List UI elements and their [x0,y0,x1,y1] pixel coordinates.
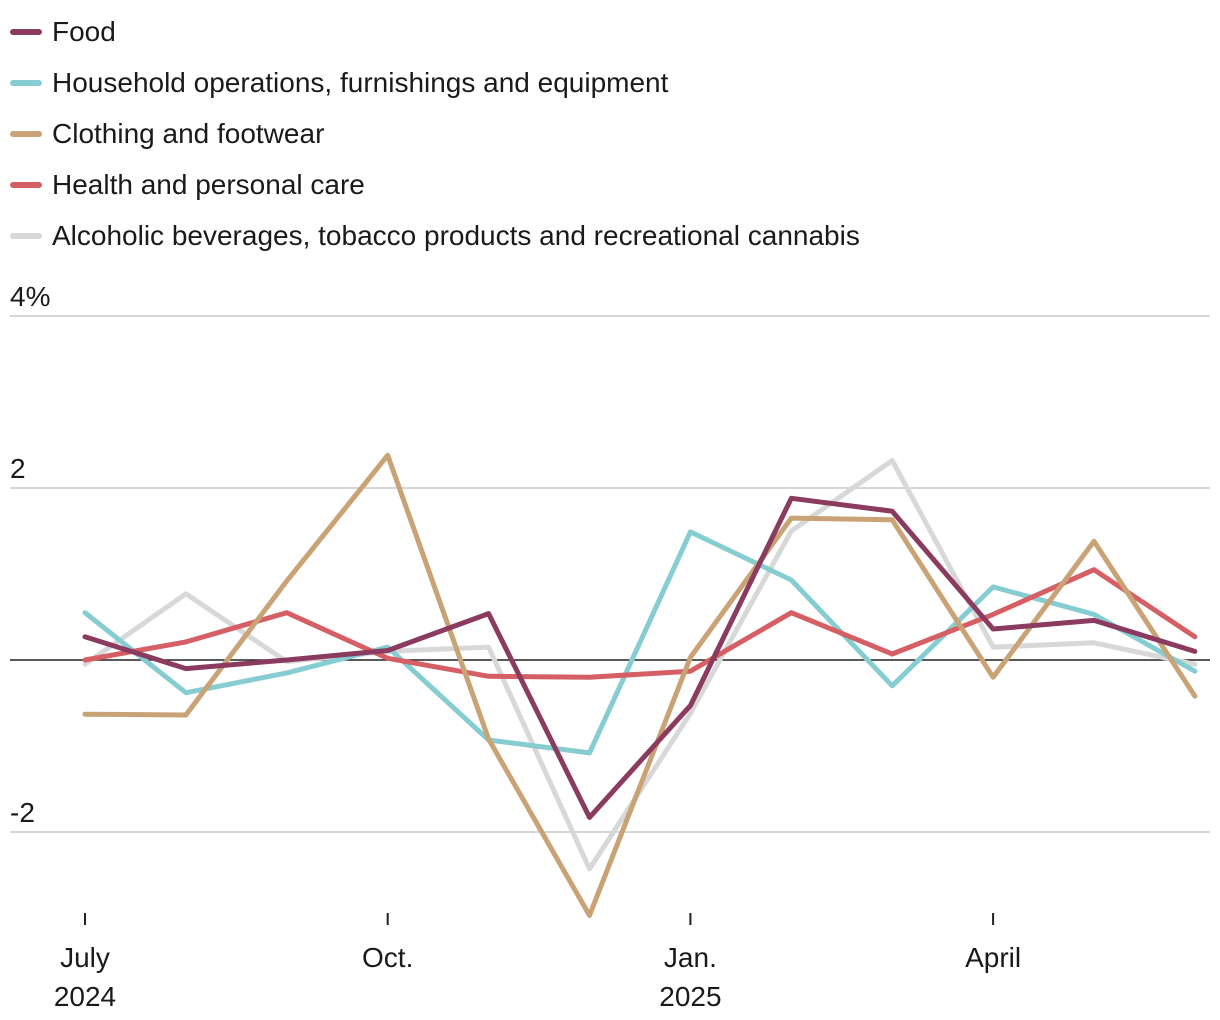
legend-item-clothing-and-footwear: Clothing and footwear [10,108,860,159]
legend-item-household-operations-furnishings-and-equipment: Household operations, furnishings and eq… [10,57,860,108]
legend-label: Household operations, furnishings and eq… [52,66,669,98]
gridlines [10,315,1210,833]
legend-swatch [10,28,42,35]
legend-label: Alcoholic beverages, tobacco products an… [52,219,860,251]
series-line-household-operations-furnishings-and-equipment [82,529,1198,756]
y-axis-labels: 4% 2 -2 [10,281,50,828]
legend-swatch [10,130,42,137]
legend-swatch [10,232,42,239]
y-tick-label: 2 [10,453,26,484]
x-tick-year-label: 2024 [54,981,116,1012]
x-tick-label: July [60,942,110,973]
chart-legend: Food Household operations, furnishings an… [10,6,860,261]
legend-item-food: Food [10,6,860,57]
series-line-food [82,495,1198,820]
legend-swatch [10,79,42,86]
legend-item-health-and-personal-care: Health and personal care [10,159,860,210]
x-axis: July 2024 Oct. Jan. 2025 April [54,913,1021,1012]
series-line-health-and-personal-care [82,567,1198,680]
legend-label: Health and personal care [52,168,365,200]
series-lines [82,452,1198,918]
legend-label: Food [52,15,116,47]
y-tick-label: -2 [10,797,35,828]
x-tick-label: Oct. [362,942,413,973]
legend-swatch [10,181,42,188]
x-tick-label: Jan. [664,942,717,973]
x-tick-year-label: 2025 [659,981,721,1012]
x-tick-label: April [965,942,1021,973]
legend-label: Clothing and footwear [52,117,325,149]
y-tick-label: 4% [10,281,50,312]
legend-item-alcoholic-beverages-tobacco-products-and-recreational-cannabis: Alcoholic beverages, tobacco products an… [10,210,860,261]
series-line-clothing-and-footwear [82,452,1198,918]
